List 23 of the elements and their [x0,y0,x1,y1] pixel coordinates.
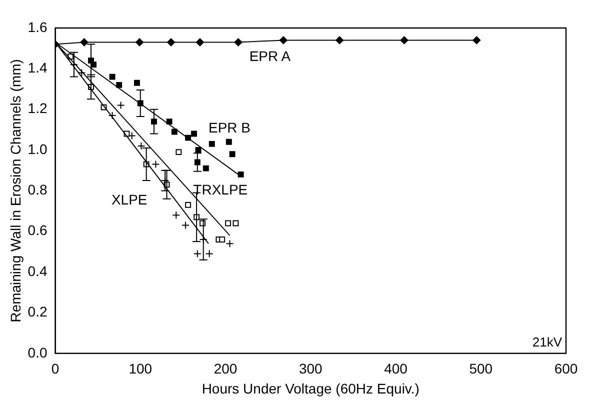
series-label: EPR B [208,120,250,136]
series-label: XLPE [111,191,148,208]
x-tick-label: 0 [51,360,60,377]
y-tick-label: 1.0 [28,140,48,157]
y-tick-label: 0.4 [28,262,48,279]
series-label: TRXLPE [193,182,248,198]
x-tick-label: 100 [128,360,152,377]
x-axis-title: Hours Under Voltage (60Hz Equiv.) [202,380,420,396]
y-axis-title: Remaining Wall in Erosion Channels (mm) [7,59,24,322]
y-tick-label: 1.6 [28,18,48,35]
series-label: EPR A [249,48,292,64]
y-tick-label: 1.4 [28,60,48,76]
x-tick-label: 400 [384,360,408,377]
x-tick-label: 500 [469,360,493,377]
x-tick-label: 200 [214,360,238,377]
y-tick-label: 0.2 [28,304,48,320]
x-tick-label: 300 [298,360,323,377]
y-tick-label: 0.0 [28,344,48,360]
y-tick-label: 0.8 [28,182,48,198]
y-tick-label: 1.2 [28,100,48,116]
x-tick-label: 600 [554,360,578,377]
annotation: 21kV [532,334,562,350]
y-tick-label: 0.6 [28,222,48,238]
